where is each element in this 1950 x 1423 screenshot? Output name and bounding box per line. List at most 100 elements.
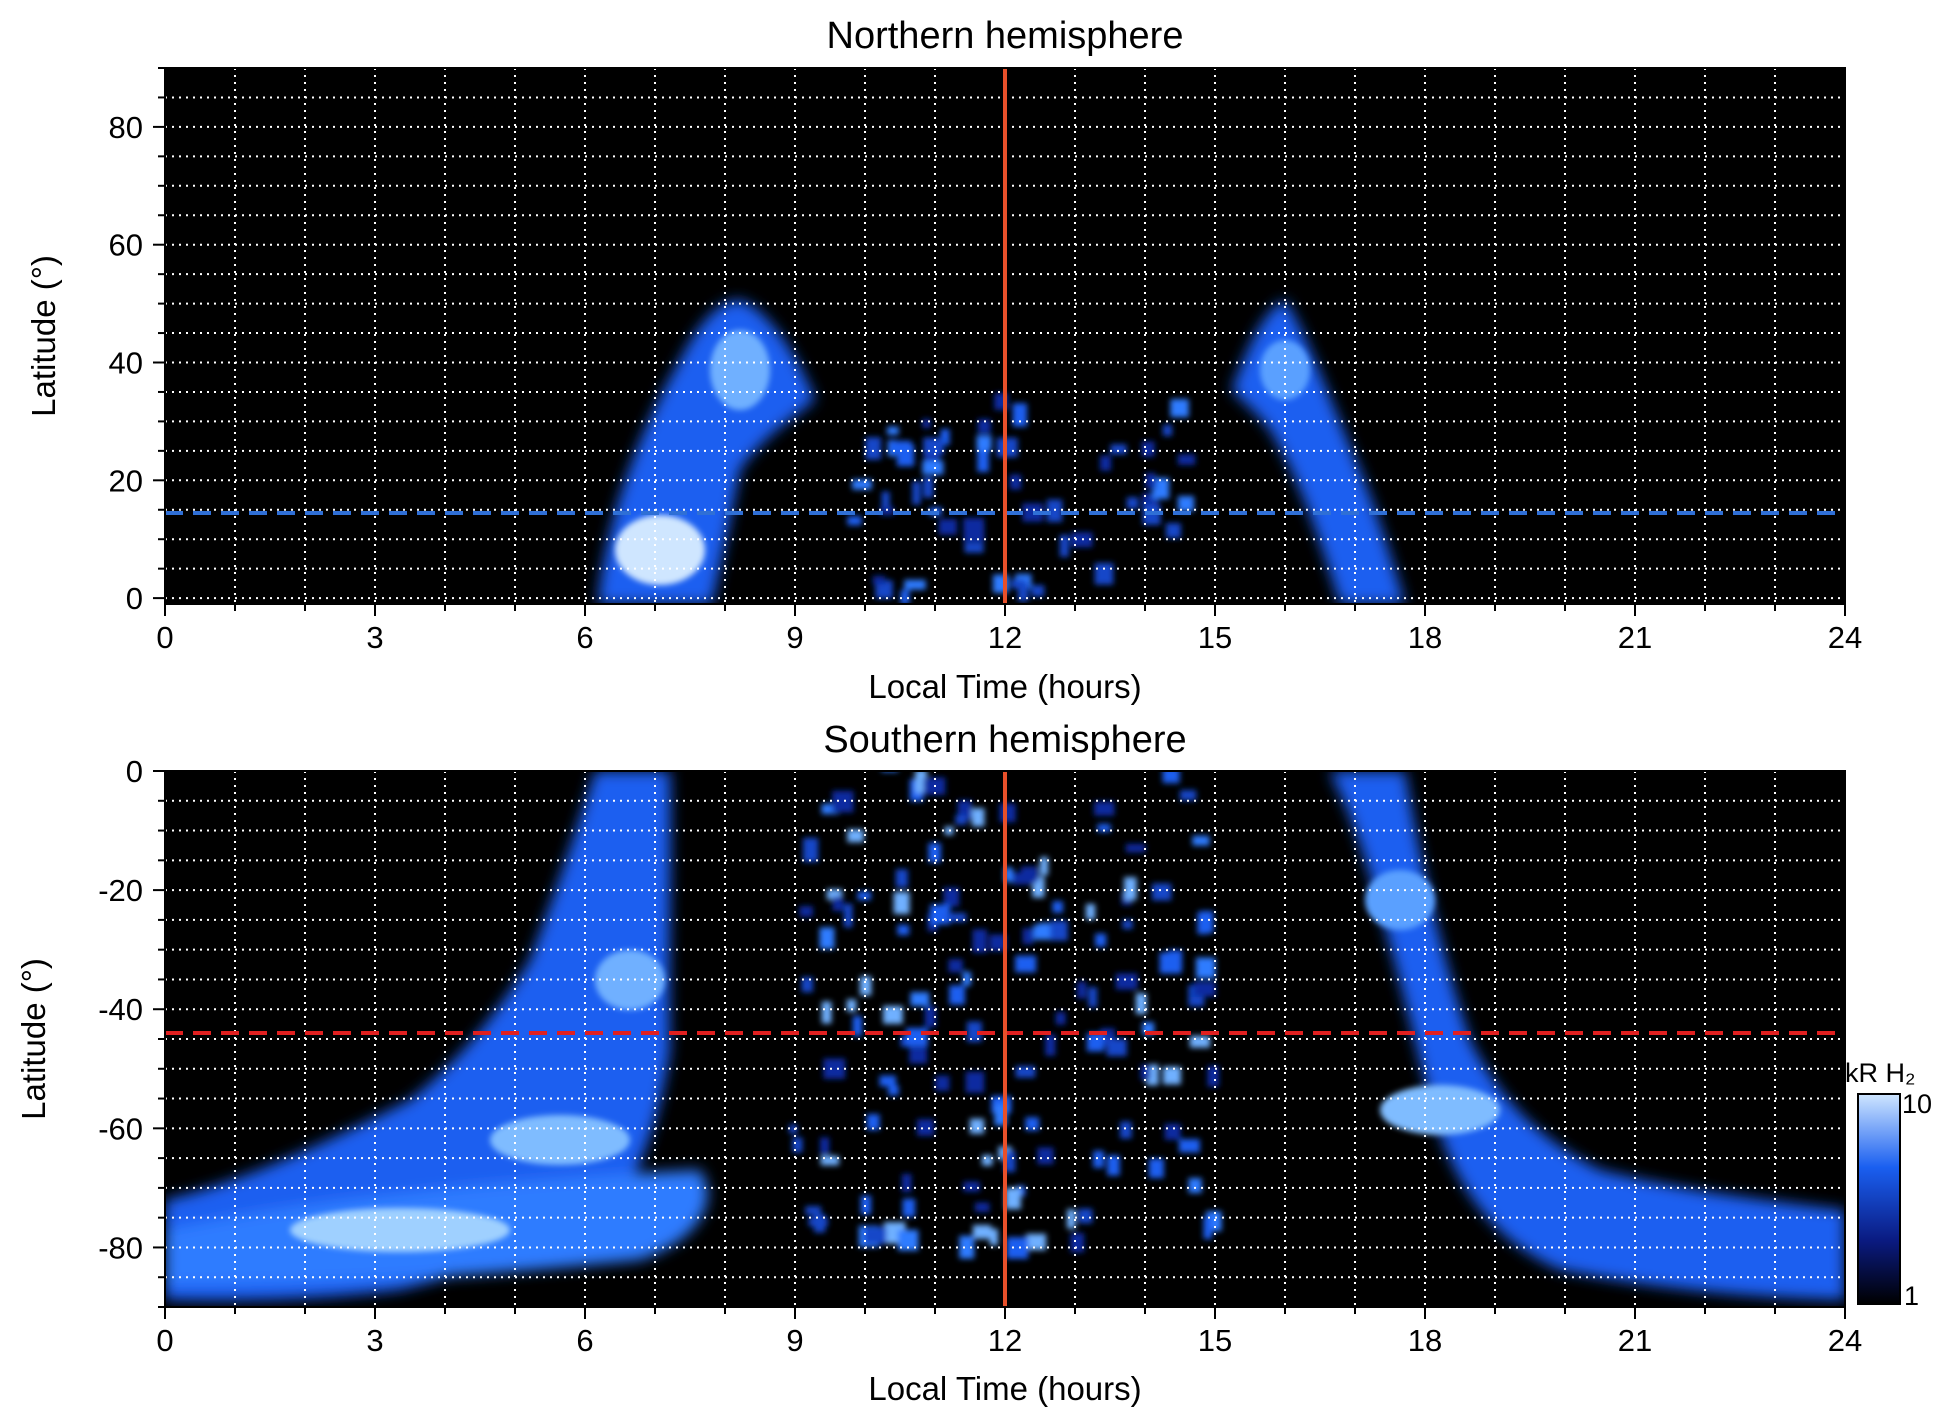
south-emission-patch (928, 842, 941, 863)
north-emission-patch (923, 477, 934, 498)
south-ytick-label: -60 (98, 1111, 143, 1146)
south-xtick-label: 3 (366, 1323, 383, 1358)
south-emission-patch (897, 924, 910, 936)
south-emission-patch (789, 1124, 798, 1134)
south-emission-patch (1097, 823, 1111, 832)
south-emission-patch (888, 1085, 899, 1096)
north-emission-patch (922, 418, 931, 429)
north-patchy-emission (847, 393, 1196, 604)
north-emission-patch (1070, 532, 1093, 548)
north-xtick-label: 9 (786, 620, 803, 655)
south-emission-patch (974, 1202, 990, 1213)
south-xtick-label: 0 (156, 1323, 173, 1358)
south-emission-patch (820, 1155, 840, 1166)
south-emission-patch (792, 1137, 803, 1153)
south-emission-patch (895, 869, 908, 888)
south-emission-patch (972, 1225, 992, 1239)
south-emission-patch (1004, 867, 1013, 883)
colorbar-max-label: 10 (1902, 1089, 1932, 1119)
south-xtick-label: 24 (1828, 1323, 1862, 1358)
south-emission-patch (1152, 883, 1172, 901)
north-emission-patch (1152, 477, 1170, 500)
north-xtick-label: 21 (1618, 620, 1652, 655)
north-ytick-label: 20 (109, 463, 143, 498)
south-xtick-label: 12 (988, 1323, 1022, 1358)
south-dusk-peak-2 (1365, 870, 1435, 930)
south-emission-patch (814, 1214, 826, 1233)
south-emission-patch (963, 1181, 980, 1192)
north-emission-patch (1145, 472, 1156, 489)
south-emission-patch (1159, 952, 1182, 974)
south-emission-patch (915, 771, 928, 794)
south-emission-patch (1135, 993, 1147, 1015)
south-xtick-label: 18 (1408, 1323, 1442, 1358)
south-emission-patch (901, 1173, 912, 1193)
south-xtick-label: 15 (1198, 1323, 1232, 1358)
north-emission-patch (1009, 474, 1022, 490)
south-emission (165, 771, 1845, 1301)
south-emission-patch (1085, 903, 1096, 920)
south-emission-patch (962, 971, 972, 986)
south-emission-patch (1122, 919, 1133, 930)
south-dusk-peak (1380, 1085, 1500, 1135)
north-xtick-label: 15 (1198, 620, 1232, 655)
south-emission-patch (1005, 1187, 1021, 1210)
south-emission-patch (857, 891, 872, 901)
colorbar-gradient (1857, 1093, 1901, 1305)
south-emission-patch (981, 1155, 993, 1166)
south-emission-patch (1070, 1232, 1085, 1253)
south-emission-patch (1106, 1038, 1127, 1057)
north-emission-patch (976, 435, 992, 451)
north-emission-patch (940, 429, 950, 446)
north-emission-patch (904, 579, 926, 590)
south-emission-patch (859, 976, 872, 996)
north-emission-patch (1126, 497, 1139, 509)
south-patchy-emission (789, 771, 1222, 1259)
south-emission-patch (799, 906, 813, 917)
south-emission-patch (1192, 835, 1210, 846)
south-emission-patch (1203, 1216, 1213, 1240)
south-emission-patch (999, 803, 1016, 823)
southern-hemisphere-panel: Southern hemisphere 0 3 6 9 12 15 18 21 24 0 -20 -4… (15, 719, 1862, 1407)
north-xtick-label: 18 (1408, 620, 1442, 655)
south-emission-patch (866, 1114, 880, 1131)
south-emission-patch (909, 1046, 928, 1064)
south-emission-patch (916, 1119, 935, 1136)
south-emission-patch (832, 790, 854, 813)
north-emission-patch (963, 517, 985, 530)
south-emission-patch (1086, 1032, 1105, 1052)
north-emission-patch (1022, 503, 1044, 522)
north-emission-patch (847, 515, 862, 526)
south-emission-patch (1078, 1208, 1093, 1224)
north-xtick-label: 3 (366, 620, 383, 655)
north-emission-patch (872, 576, 886, 585)
south-emission-patch (1125, 843, 1146, 853)
south-emission-patch (989, 934, 1007, 951)
south-emission-patch (955, 815, 968, 825)
north-emission-patch (1165, 523, 1181, 539)
south-emission-patch (965, 1071, 985, 1093)
north-ylabel: Latitude (°) (25, 255, 62, 417)
north-xlabel: Local Time (hours) (868, 668, 1141, 705)
south-dawn-arc (165, 771, 671, 1301)
north-emission-patch (1177, 496, 1195, 512)
south-emission-patch (1045, 1034, 1056, 1056)
south-emission-patch (823, 1058, 846, 1079)
south-emission-patch (879, 1075, 896, 1087)
north-emission-patch (865, 437, 882, 460)
north-dawn-peak (615, 515, 705, 585)
south-emission-patch (1162, 1066, 1181, 1085)
south-emission-patch (1004, 1150, 1016, 1172)
south-emission-patch (1022, 928, 1034, 945)
south-emission-patch (1066, 1209, 1076, 1229)
north-emission-patch (938, 518, 958, 535)
south-emission-patch (832, 896, 844, 912)
south-emission-patch (1195, 957, 1216, 979)
south-emission-patch (843, 903, 853, 928)
south-emission-patch (864, 1226, 887, 1245)
north-emission-patch (852, 479, 872, 490)
south-emission-patch (966, 1021, 982, 1043)
south-dawn-peak-2 (490, 1115, 630, 1165)
south-emission-patch (1006, 1237, 1029, 1259)
south-emission-patch (821, 803, 839, 815)
